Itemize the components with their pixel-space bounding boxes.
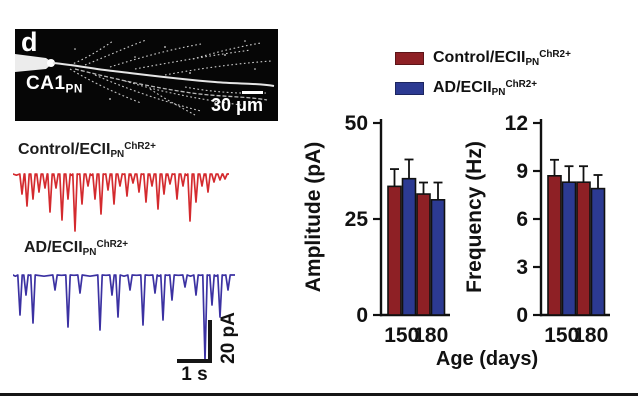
svg-text:0: 0 xyxy=(516,304,528,327)
micrograph-scalebar xyxy=(242,91,263,94)
ad-trace-label: AD/ECIIPNChR2+ xyxy=(24,239,129,258)
legend-label-ad: AD/ECIIPNChR2+ xyxy=(433,78,538,98)
ad-trace xyxy=(13,274,235,361)
micrograph-scalebar-label: 30 μm xyxy=(211,95,264,115)
legend-item-control: Control/ECIIPNChR2+ xyxy=(395,47,571,69)
legend-label-control: Control/ECIIPNChR2+ xyxy=(433,48,571,68)
amplitude-scalebar-label: 20 pA xyxy=(218,312,239,364)
svg-text:150: 150 xyxy=(544,324,579,347)
cell-label: CA1PN xyxy=(26,73,83,96)
control-trace xyxy=(13,173,229,232)
time-scalebar xyxy=(177,359,212,363)
svg-text:180: 180 xyxy=(573,324,608,347)
micrograph: d CA1PN 30 μm xyxy=(15,27,278,121)
svg-text:180: 180 xyxy=(413,324,448,347)
svg-text:0: 0 xyxy=(356,304,368,327)
legend-item-ad: AD/ECIIPNChR2+ xyxy=(395,77,571,99)
control-color-swatch xyxy=(395,51,424,65)
pipette-shape xyxy=(15,54,53,72)
svg-text:25: 25 xyxy=(345,208,369,231)
ad-color-swatch xyxy=(395,81,424,95)
svg-text:3: 3 xyxy=(516,256,528,279)
control-trace-label: Control/ECIIPNChR2+ xyxy=(18,141,156,160)
amplitude-scalebar xyxy=(208,320,212,363)
panel-label: d xyxy=(21,27,38,57)
svg-text:150: 150 xyxy=(384,324,419,347)
figure-divider xyxy=(0,393,638,396)
time-scalebar-label: 1 s xyxy=(181,364,208,385)
age-axis-label: Age (days) xyxy=(435,348,539,370)
svg-text:6: 6 xyxy=(516,208,528,231)
legend: Control/ECIIPNChR2+ AD/ECIIPNChR2+ xyxy=(395,47,571,107)
svg-text:50: 50 xyxy=(345,112,368,135)
svg-text:9: 9 xyxy=(516,160,528,183)
neuron-image xyxy=(15,29,278,121)
svg-text:12: 12 xyxy=(505,112,528,135)
